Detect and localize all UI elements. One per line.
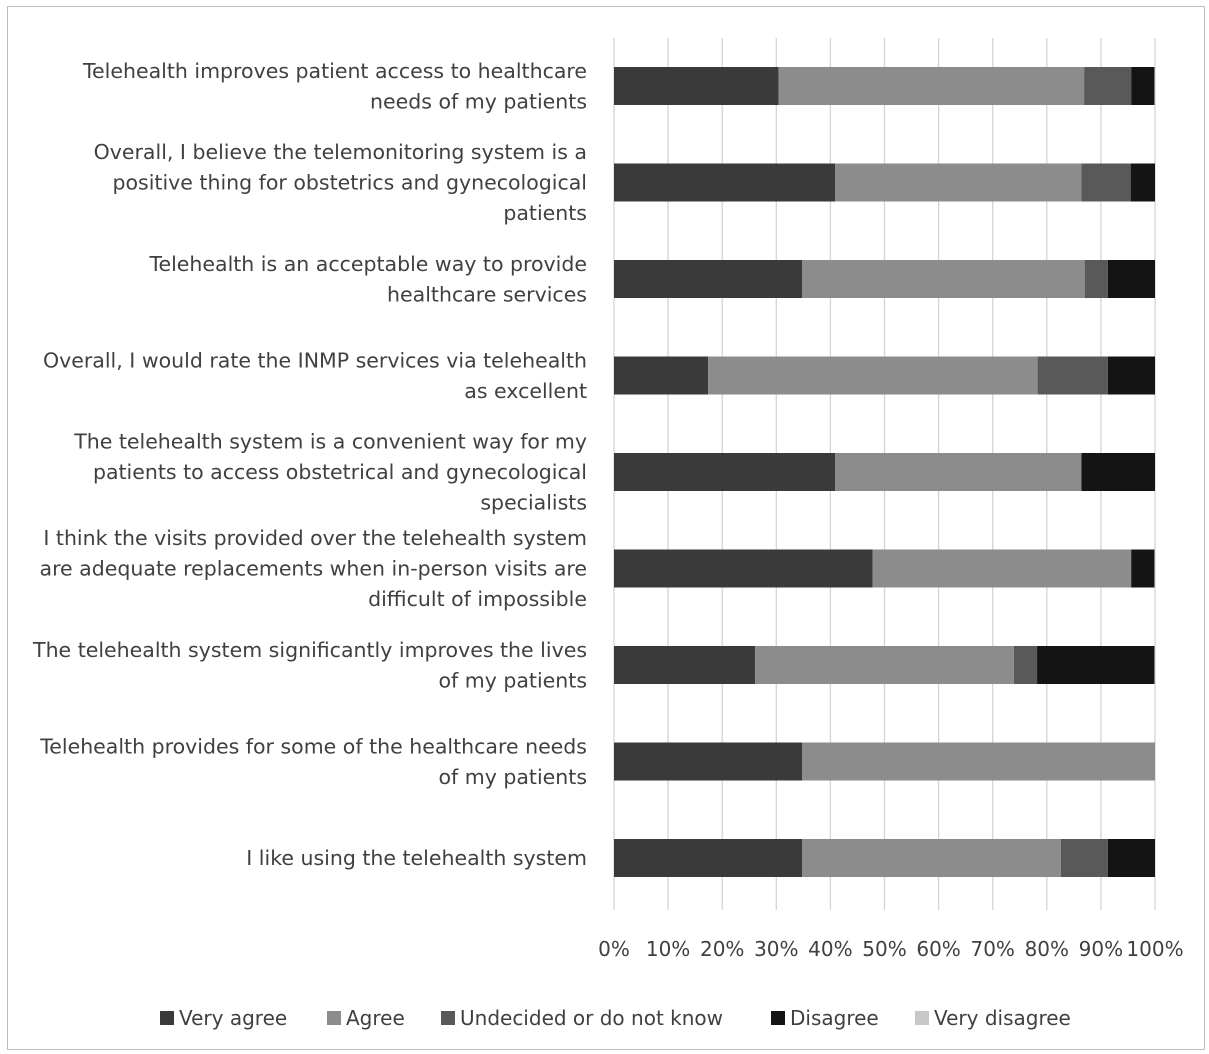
bar-segment xyxy=(1131,67,1155,105)
category-label-line: of my patients xyxy=(438,668,587,692)
x-tick-label: 90% xyxy=(1079,937,1123,961)
bar-segment xyxy=(1107,839,1155,877)
x-tick-label: 30% xyxy=(754,937,798,961)
x-tick-label: 10% xyxy=(646,937,690,961)
bar-segment xyxy=(614,646,756,684)
legend: Very agree Agree Undecided or do not know D… xyxy=(160,1006,1071,1030)
x-tick-labels: 0% 10% 20% 30% 40% 50% 60% 70% 80% 90% 100% xyxy=(598,937,1183,961)
category-label-line: Overall, I would rate the INMP services … xyxy=(43,348,587,372)
bar-segment xyxy=(614,163,836,202)
bar-segment xyxy=(802,742,1155,781)
bar-segment xyxy=(1107,356,1155,395)
bars xyxy=(614,67,1155,877)
legend-label: Disagree xyxy=(790,1006,879,1030)
category-label-line: Telehealth is an acceptable way to provi… xyxy=(148,252,587,276)
category-label-line: I like using the telehealth system xyxy=(246,846,587,870)
bar-segment xyxy=(614,742,803,781)
x-tick-label: 80% xyxy=(1025,937,1069,961)
legend-label: Agree xyxy=(346,1006,405,1030)
category-label-line: patients to access obstetrical and gynec… xyxy=(93,460,587,484)
bar-segment xyxy=(755,646,1014,684)
legend-swatch xyxy=(915,1011,929,1025)
category-label: Telehealth provides for some of the heal… xyxy=(39,734,587,789)
x-tick-label: 100% xyxy=(1126,937,1183,961)
bar-segment xyxy=(614,549,873,588)
category-label-line: The telehealth system significantly impr… xyxy=(32,638,587,662)
category-label-line: Overall, I believe the telemonitoring sy… xyxy=(94,140,587,164)
legend-swatch xyxy=(771,1011,785,1025)
bar-segment xyxy=(1130,163,1155,202)
bar-segment xyxy=(614,453,836,491)
bar-segment xyxy=(835,453,1082,491)
bar-segment xyxy=(1084,260,1108,298)
bar-segment xyxy=(778,67,1085,105)
legend-swatch xyxy=(160,1011,174,1025)
category-label: I like using the telehealth system xyxy=(246,846,587,870)
category-label: Overall, I believe the telemonitoring sy… xyxy=(94,140,587,225)
x-tick-label: 50% xyxy=(862,937,906,961)
bar-segment xyxy=(614,839,803,877)
bar-segment xyxy=(1037,646,1155,684)
bar-segment xyxy=(614,260,803,298)
bar-segment xyxy=(872,549,1132,588)
category-label-line: The telehealth system is a convenient wa… xyxy=(73,430,587,454)
category-label-line: are adequate replacements when in-person… xyxy=(40,557,587,581)
category-label-line: as excellent xyxy=(464,379,587,403)
category-label-line: I think the visits provided over the tel… xyxy=(43,526,587,550)
x-tick-label: 70% xyxy=(970,937,1014,961)
category-label: Telehealth improves patient access to he… xyxy=(82,59,587,114)
category-label-line: of my patients xyxy=(438,765,587,789)
category-label: I think the visits provided over the tel… xyxy=(40,526,587,611)
bar-segment xyxy=(1060,839,1108,877)
legend-label: Very agree xyxy=(179,1006,287,1030)
bar-segment xyxy=(835,163,1082,202)
x-tick-label: 40% xyxy=(808,937,852,961)
category-label-line: healthcare services xyxy=(387,282,587,306)
bar-segment xyxy=(1081,453,1155,491)
legend-label: Very disagree xyxy=(934,1006,1071,1030)
bar-segment xyxy=(614,356,709,395)
category-label-line: patients xyxy=(503,201,587,225)
category-label-line: specialists xyxy=(480,491,587,515)
bar-segment xyxy=(1081,163,1131,202)
category-label-line: positive thing for obstetrics and gyneco… xyxy=(112,171,587,195)
category-label: The telehealth system significantly impr… xyxy=(32,638,587,693)
category-labels: Telehealth improves patient access to he… xyxy=(32,59,587,870)
legend-swatch xyxy=(441,1011,455,1025)
bar-segment xyxy=(708,356,1038,395)
category-label-line: Telehealth improves patient access to he… xyxy=(82,59,587,83)
category-label-line: Telehealth provides for some of the heal… xyxy=(39,734,587,758)
legend-label: Undecided or do not know xyxy=(460,1006,723,1030)
category-label-line: difficult of impossible xyxy=(368,587,587,611)
bar-segment xyxy=(1084,67,1132,105)
bar-segment xyxy=(1013,646,1038,684)
category-label-line: needs of my patients xyxy=(370,89,587,113)
bar-segment xyxy=(802,839,1061,877)
x-tick-label: 0% xyxy=(598,937,630,961)
legend-swatch xyxy=(327,1011,341,1025)
category-label: Telehealth is an acceptable way to provi… xyxy=(148,252,587,307)
bar-segment xyxy=(1131,549,1155,588)
bar-segment xyxy=(614,67,779,105)
x-tick-label: 60% xyxy=(916,937,960,961)
bar-segment xyxy=(1037,356,1108,395)
bar-segment xyxy=(802,260,1085,298)
category-label: Overall, I would rate the INMP services … xyxy=(43,348,587,403)
x-tick-label: 20% xyxy=(700,937,744,961)
category-label: The telehealth system is a convenient wa… xyxy=(73,430,587,515)
bar-segment xyxy=(1107,260,1155,298)
